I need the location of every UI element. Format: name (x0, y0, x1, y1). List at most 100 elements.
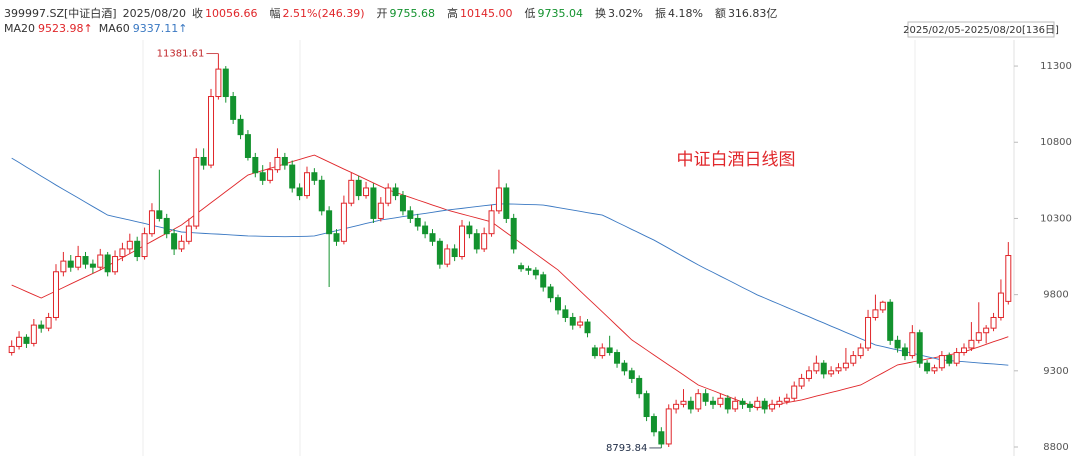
candle-body (865, 316, 872, 349)
candle-body (222, 68, 229, 98)
candle-body (82, 256, 89, 265)
candle-body (148, 210, 155, 235)
candle-body (946, 355, 953, 364)
candle-body (769, 403, 776, 410)
candle-body (569, 316, 576, 326)
candle-body (303, 172, 310, 197)
candle-body (451, 248, 458, 258)
field-value: 9755.68 (389, 7, 436, 20)
candle-body (385, 187, 392, 204)
candle-body (185, 225, 192, 242)
quote-field: 高 10145.00 (447, 7, 519, 20)
quote-field: 换 3.02% (595, 7, 649, 20)
candle-body (318, 179, 325, 212)
candle-body (547, 286, 554, 299)
candle-body (953, 352, 960, 364)
legend-name: MA20 (4, 22, 36, 35)
candle-body (650, 416, 657, 433)
candle-body (503, 187, 510, 219)
field-value: 10056.66 (205, 7, 258, 20)
candle-body (783, 397, 790, 402)
quote-field: 低 9735.04 (525, 7, 590, 20)
field-value: 9735.04 (537, 7, 584, 20)
candle-body (828, 370, 835, 375)
candle-body (879, 301, 886, 311)
candle-body (348, 179, 355, 204)
candle-body (60, 260, 67, 273)
candle-body (732, 400, 739, 410)
y-tick-label: 9300 (1043, 366, 1068, 377)
candle-body (835, 367, 842, 372)
candle-body (244, 134, 251, 158)
candle-body (591, 347, 598, 357)
candle-body (1005, 255, 1012, 302)
candle-body (237, 118, 244, 136)
chart-title: 中证白酒日线图 (677, 150, 796, 170)
candle-body (702, 393, 709, 402)
candle-body (52, 271, 59, 318)
legend-value: 9523.98↑ (38, 22, 93, 35)
quote-field: 振 4.18% (655, 7, 709, 20)
candle-body (724, 397, 731, 410)
range-box (907, 21, 1055, 38)
field-label: 开 (376, 7, 388, 20)
candle-body (909, 332, 916, 357)
field-label: 换 (595, 7, 607, 20)
quote-field: 额 316.83亿 (715, 7, 784, 20)
candle-body (636, 377, 643, 395)
candle-body (429, 233, 436, 242)
annotation-label: 8793.84 (606, 443, 647, 454)
candle-body (407, 210, 414, 219)
candle-body (422, 225, 429, 235)
candle-body (798, 377, 805, 387)
candle-body (717, 397, 724, 405)
candle-body (754, 400, 761, 408)
quote-header: 399997.SZ[中证白酒] 2025/08/20 收 10056.66 幅 2.51%… (4, 5, 789, 21)
candle-body (968, 339, 975, 349)
field-label: 振 (654, 7, 666, 20)
field-value: 10145.00 (460, 7, 513, 20)
y-tick-label: 11300 (1040, 61, 1072, 72)
candle-body (163, 217, 170, 235)
candle-body (8, 345, 15, 354)
legend-name: MA60 (98, 22, 130, 35)
candle-body (510, 217, 517, 250)
candle-body (776, 400, 783, 405)
code: 399997.SZ[中证白酒] (4, 7, 117, 20)
y-tick-label: 10800 (1040, 137, 1072, 148)
date: 2025/08/20 (122, 7, 186, 20)
candle-body (673, 403, 680, 410)
field-label: 幅 (269, 7, 281, 20)
candle-body (628, 370, 635, 379)
candle-body (119, 248, 126, 258)
range-label: 2025/02/05-2025/08/20[136日] (903, 25, 1059, 36)
candle-body (326, 210, 333, 235)
candle-body (23, 336, 30, 344)
candle-body (983, 327, 990, 334)
candle-body (938, 355, 945, 369)
candle-body (16, 336, 23, 347)
candle-body (466, 225, 473, 235)
legend-value: 9337.11↑ (132, 22, 188, 35)
candle-body (45, 316, 52, 329)
candle-body (916, 332, 923, 364)
quote-field: 幅 2.51%(246.39) (270, 7, 371, 20)
candle-body (872, 309, 879, 318)
y-tick-label: 9800 (1043, 290, 1068, 301)
candle-body (739, 400, 746, 405)
candle-body (296, 187, 303, 197)
candle-body (532, 269, 539, 276)
candle-body (658, 431, 665, 445)
candle-body (495, 187, 502, 212)
candle-body (30, 324, 37, 344)
candle-body (156, 210, 163, 219)
candle-body (459, 225, 466, 258)
ma-line (11, 157, 1009, 366)
candle-body (112, 256, 119, 273)
quote-field: 开 9755.68 (377, 7, 442, 20)
candle-body (392, 187, 399, 197)
candle-body (208, 96, 215, 166)
candle-body (252, 156, 259, 174)
candle-body (680, 400, 687, 405)
candle-body (141, 233, 148, 258)
